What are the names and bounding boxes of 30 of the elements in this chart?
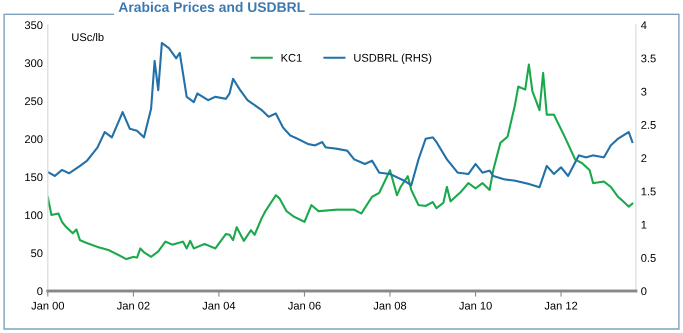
legend-label: KC1 [282, 54, 302, 62]
y2-tick-label: 3 [641, 88, 646, 96]
line-series [48, 63, 634, 260]
y-tick-label: 100 [25, 211, 43, 220]
y-tick-label: 50 [31, 249, 43, 258]
y2-tick-label: 1 [642, 220, 646, 229]
x-tick-label: Jan 00 [31, 302, 64, 310]
y2-tick-label: 0.5 [641, 254, 656, 262]
y2-tick-label: 3.5 [641, 54, 656, 62]
y2-tick-label: 2 [641, 154, 646, 162]
x-tick-label: Jan 08 [373, 302, 406, 310]
y-tick-label: 250 [24, 97, 43, 106]
legend-label: USDBRL (RHS) [354, 54, 432, 64]
x-tick-label: Jan 06 [288, 302, 321, 310]
y-tick-label: 150 [25, 173, 43, 182]
y2-tick-label: 2.5 [641, 121, 656, 129]
y-tick-label: 300 [24, 59, 43, 68]
y2-tick-label: 1.5 [642, 188, 656, 196]
line-series [48, 42, 634, 188]
x-tick-label: Jan 12 [544, 302, 578, 310]
x-tick-label: Jan 04 [202, 302, 236, 310]
y-tick-label: 200 [24, 135, 43, 144]
x-tick-label: Jan 02 [116, 302, 150, 310]
y2-tick-label: 4 [640, 21, 647, 29]
y-tick-label: 350 [24, 21, 43, 30]
y2-tick-label: 0 [641, 287, 646, 296]
chart-title: Arabica Prices and USDBRL [118, 2, 305, 12]
x-tick-label: Jan 10 [459, 302, 492, 310]
y-tick-label: 0 [37, 287, 43, 296]
y-axis-title: USc/lb [72, 32, 104, 42]
